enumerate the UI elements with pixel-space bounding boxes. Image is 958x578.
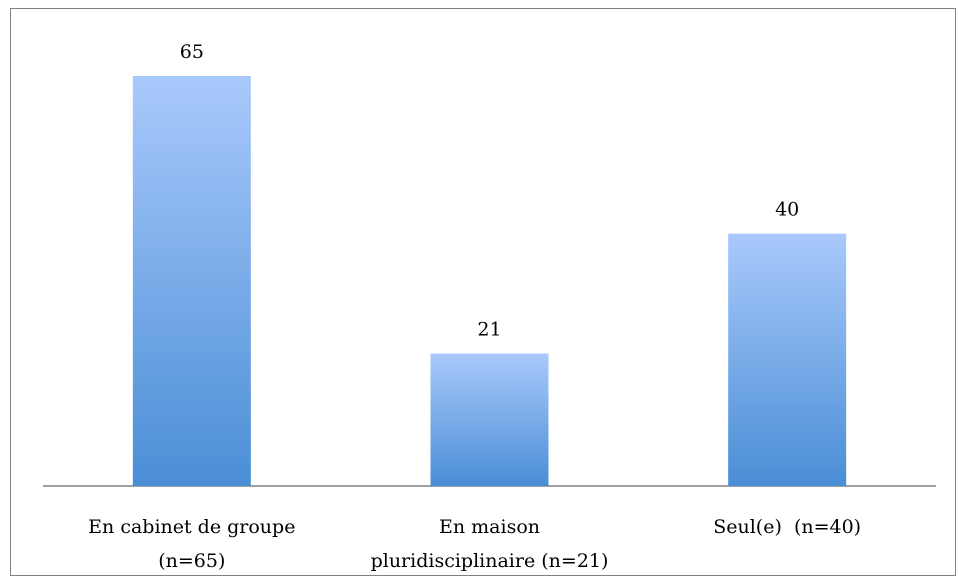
category-labels-group: En cabinet de groupe (n=65) En maison pluri… <box>88 516 861 572</box>
category-label-3-line-1: Seul(e) (n=40) <box>713 516 861 538</box>
bar-1 <box>132 76 251 486</box>
data-label-2: 21 <box>477 319 501 341</box>
bar-3 <box>728 233 847 486</box>
data-labels-group: 65 21 40 <box>180 41 800 341</box>
data-label-3: 40 <box>775 199 799 221</box>
category-label-1-line-2: (n=65) <box>158 550 225 572</box>
category-label-2-line-2: pluridisciplinaire (n=21) <box>371 550 609 572</box>
bars-group <box>132 76 847 486</box>
bar-2 <box>430 353 549 486</box>
category-label-1-line-1: En cabinet de groupe <box>88 516 295 538</box>
category-label-2-line-1: En maison <box>439 516 540 538</box>
data-label-1: 65 <box>180 41 204 63</box>
